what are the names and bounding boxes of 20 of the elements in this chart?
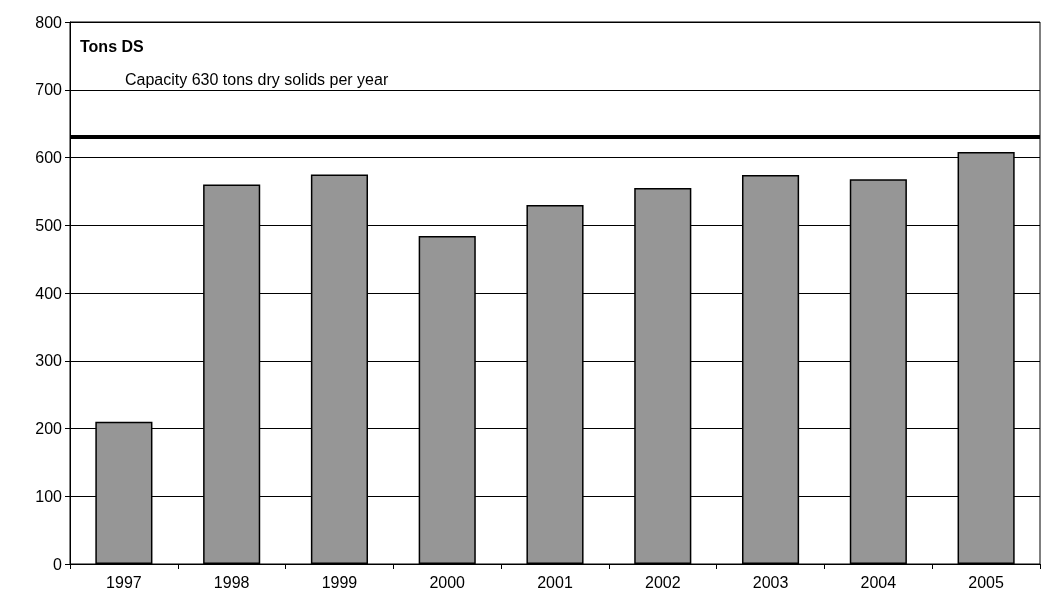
x-tick-label: 2000 xyxy=(429,573,466,591)
y-tick-label: 0 xyxy=(53,555,63,573)
y-tick-label: 300 xyxy=(35,352,63,370)
y-axis-title: Tons DS xyxy=(80,37,145,55)
ref-line-label: Capacity 630 tons dry solids per year xyxy=(125,70,389,88)
y-tick-label: 400 xyxy=(35,284,63,302)
x-tick-label: 2002 xyxy=(644,573,681,591)
y-tick-label: 800 xyxy=(35,13,63,31)
x-tick-label: 2003 xyxy=(752,573,789,591)
y-tick-label: 700 xyxy=(35,81,63,99)
x-tick-label: 1999 xyxy=(321,573,358,591)
x-tick-label: 2001 xyxy=(537,573,573,591)
x-tick-label: 2004 xyxy=(860,573,897,591)
y-tick-label: 100 xyxy=(35,487,63,505)
x-tick-label: 1997 xyxy=(106,573,142,591)
y-tick-label: 200 xyxy=(35,420,63,437)
y-tick-label: 600 xyxy=(35,149,63,166)
y-tick-label: 500 xyxy=(35,216,63,234)
x-tick-label: 2005 xyxy=(968,573,1005,591)
x-tick-label: 1998 xyxy=(213,573,250,591)
